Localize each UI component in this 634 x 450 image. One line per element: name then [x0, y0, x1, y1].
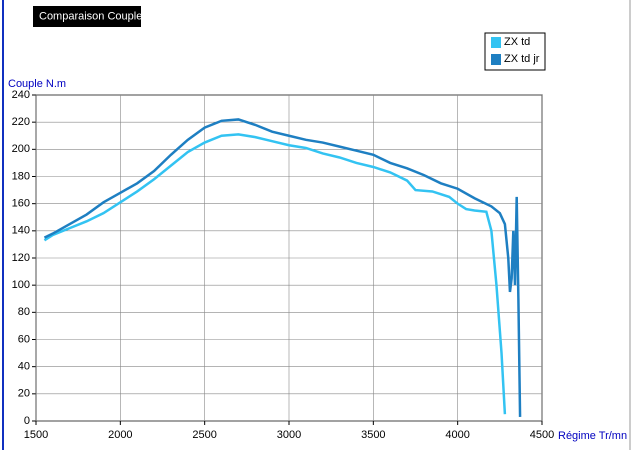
x-tick-label: 2000	[108, 429, 132, 441]
y-tick-label: 80	[18, 306, 30, 318]
x-tick-label: 4500	[530, 429, 554, 441]
y-tick-label: 40	[18, 361, 30, 373]
chart-title: Comparaison Couple	[39, 10, 142, 22]
y-tick-label: 180	[12, 170, 30, 182]
y-tick-label: 200	[12, 143, 30, 155]
y-tick-label: 100	[12, 279, 30, 291]
series-line	[43, 133, 507, 415]
y-tick-label: 160	[12, 198, 30, 210]
y-tick-label: 220	[12, 116, 30, 128]
legend-swatch	[491, 37, 501, 48]
x-tick-label: 3500	[361, 429, 385, 441]
legend-swatch	[491, 54, 501, 65]
y-tick-label: 0	[24, 415, 30, 427]
x-tick-label: 4000	[445, 429, 469, 441]
x-tick-label: 2500	[192, 429, 216, 441]
legend-label: ZX td jr	[504, 53, 540, 65]
y-tick-label: 120	[12, 252, 30, 264]
y-tick-label: 140	[12, 225, 30, 237]
y-axis-label: Couple N.m	[8, 78, 66, 90]
x-tick-label: 3000	[277, 429, 301, 441]
series-line	[43, 118, 522, 417]
y-tick-label: 240	[12, 89, 30, 101]
title-box	[33, 6, 141, 27]
y-tick-label: 20	[18, 388, 30, 400]
x-axis-label: Régime Tr/mn	[558, 430, 627, 442]
x-tick-label: 1500	[24, 429, 48, 441]
legend-label: ZX td	[504, 36, 530, 48]
y-tick-label: 60	[18, 333, 30, 345]
